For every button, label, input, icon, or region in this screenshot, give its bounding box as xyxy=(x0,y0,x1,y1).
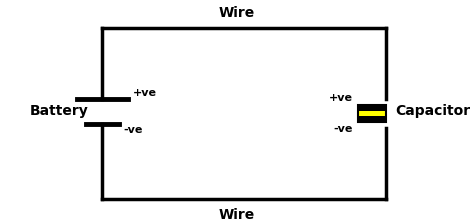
Text: Capacitor: Capacitor xyxy=(395,105,470,118)
Bar xyxy=(358,105,386,111)
Text: Wire: Wire xyxy=(219,208,255,222)
Text: -ve: -ve xyxy=(123,125,143,135)
Bar xyxy=(358,111,386,116)
Text: +ve: +ve xyxy=(329,93,353,103)
Text: Battery: Battery xyxy=(29,105,88,118)
Bar xyxy=(358,105,386,122)
Text: +ve: +ve xyxy=(132,88,156,98)
Text: Wire: Wire xyxy=(219,6,255,20)
Text: -ve: -ve xyxy=(334,124,353,134)
Bar xyxy=(358,116,386,122)
